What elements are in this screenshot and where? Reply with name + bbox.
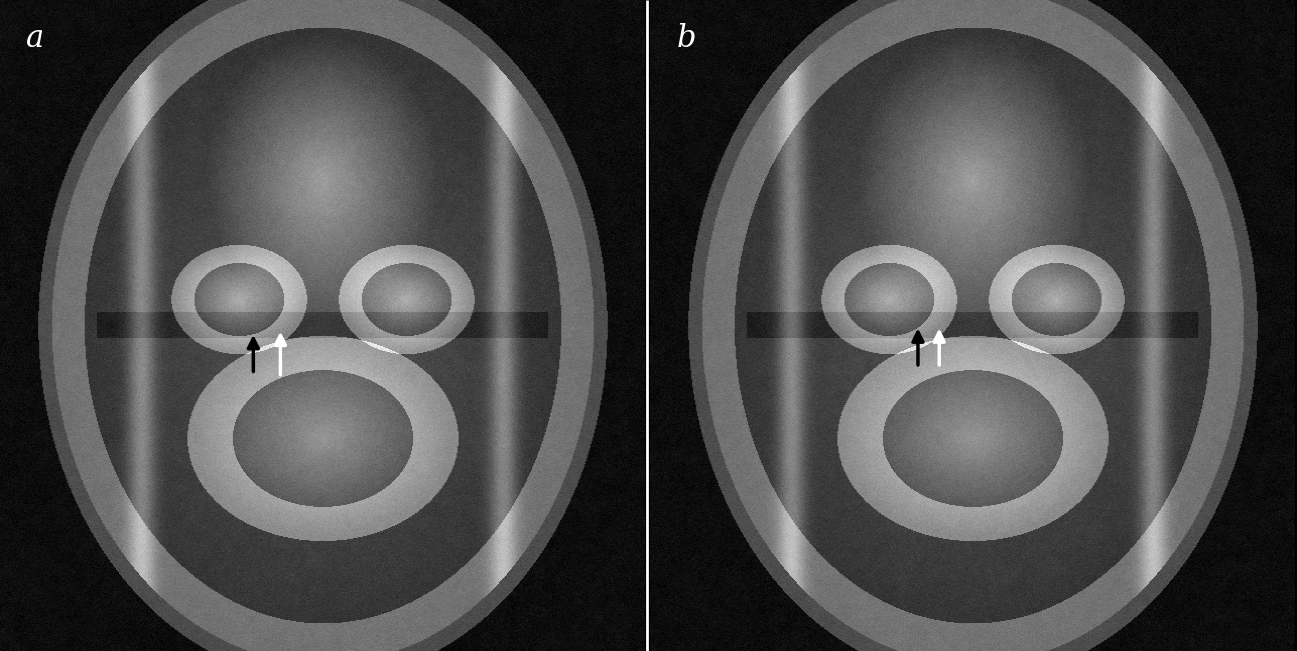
Text: b: b (676, 23, 695, 54)
Text: a: a (26, 23, 44, 54)
